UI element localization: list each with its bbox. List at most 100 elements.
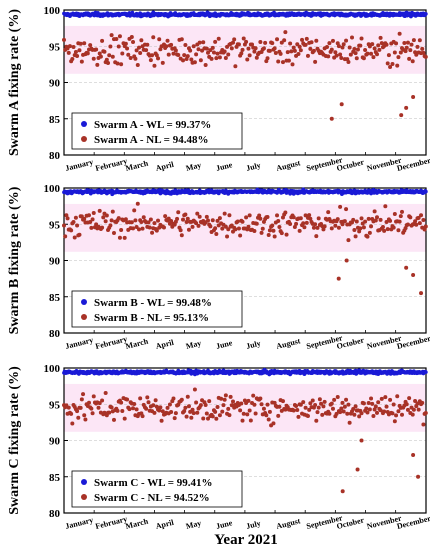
nl-point	[128, 55, 133, 60]
nl-outlier-point	[340, 489, 345, 494]
nl-point	[171, 396, 176, 401]
nl-point	[416, 407, 421, 412]
nl-point	[301, 221, 306, 226]
month-label: July	[245, 519, 261, 531]
nl-point	[115, 61, 120, 66]
nl-point	[166, 52, 171, 57]
nl-point	[291, 408, 296, 413]
nl-point	[270, 223, 275, 228]
nl-point	[140, 414, 145, 419]
nl-point	[238, 408, 243, 413]
nl-point	[101, 215, 106, 220]
nl-point	[315, 225, 320, 230]
nl-point	[325, 44, 330, 49]
nl-point	[198, 403, 203, 408]
nl-point	[396, 409, 401, 414]
nl-point	[367, 407, 372, 412]
nl-point	[367, 230, 372, 235]
nl-point	[303, 405, 308, 410]
nl-point	[423, 54, 428, 59]
nl-point	[129, 35, 134, 40]
nl-point	[276, 59, 281, 64]
nl-point	[71, 44, 76, 49]
nl-point	[283, 30, 288, 35]
nl-point	[321, 227, 326, 232]
nl-point	[136, 227, 141, 232]
nl-point	[352, 46, 357, 51]
nl-point	[302, 225, 307, 230]
nl-point	[185, 216, 190, 221]
legend-marker	[81, 479, 87, 485]
nl-point	[371, 413, 376, 418]
nl-point	[307, 213, 312, 218]
nl-point	[271, 228, 276, 233]
nl-point	[204, 46, 209, 51]
nl-point	[417, 221, 422, 226]
nl-point	[366, 401, 371, 406]
legend-label: Swarm C - NL = 94.52%	[94, 492, 210, 504]
nl-point	[148, 58, 153, 63]
nl-point	[75, 223, 80, 228]
nl-outlier-point	[355, 467, 360, 472]
nl-point	[203, 62, 208, 67]
nl-point	[397, 31, 402, 36]
nl-point	[283, 210, 288, 215]
nl-point	[183, 42, 188, 47]
nl-point	[91, 56, 96, 61]
nl-point	[354, 56, 359, 61]
y-tick-label: 95	[49, 219, 61, 231]
nl-point	[252, 49, 257, 54]
nl-point	[79, 397, 84, 402]
nl-point	[394, 413, 399, 418]
nl-point	[73, 50, 78, 55]
nl-point	[327, 411, 332, 416]
nl-point	[316, 216, 321, 221]
nl-point	[109, 405, 114, 410]
nl-point	[265, 214, 270, 219]
nl-point	[157, 408, 162, 413]
nl-point	[186, 227, 191, 232]
nl-point	[292, 48, 297, 53]
nl-point	[175, 216, 180, 221]
nl-point	[333, 223, 338, 228]
nl-point	[227, 413, 232, 418]
nl-point	[252, 228, 257, 233]
nl-point	[377, 47, 382, 52]
nl-point	[194, 52, 199, 57]
nl-point	[96, 405, 101, 410]
nl-point	[240, 418, 245, 423]
nl-point	[210, 45, 215, 50]
nl-point	[164, 44, 169, 49]
nl-point	[329, 47, 334, 52]
nl-point	[296, 52, 301, 57]
nl-point	[265, 402, 270, 407]
nl-point	[353, 234, 358, 239]
nl-point	[365, 51, 370, 56]
nl-point	[210, 218, 215, 223]
nl-point	[196, 223, 201, 228]
nl-point	[272, 234, 277, 239]
nl-point	[189, 415, 194, 420]
nl-point	[204, 411, 209, 416]
nl-point	[260, 226, 265, 231]
month-label: August	[275, 336, 301, 351]
nl-point	[344, 38, 349, 43]
nl-point	[214, 416, 219, 421]
nl-point	[365, 234, 370, 239]
nl-point	[134, 48, 139, 53]
nl-point	[122, 235, 127, 240]
nl-point	[310, 398, 315, 403]
nl-point	[297, 228, 302, 233]
nl-point	[329, 401, 334, 406]
nl-point	[131, 406, 136, 411]
nl-point	[267, 409, 272, 414]
month-label: February	[94, 514, 128, 531]
nl-point	[229, 46, 234, 51]
nl-point	[414, 222, 419, 227]
nl-point	[214, 231, 219, 236]
nl-point	[417, 38, 422, 43]
nl-point	[344, 207, 349, 212]
nl-point	[303, 42, 308, 47]
nl-point	[247, 408, 252, 413]
nl-point	[132, 401, 137, 406]
